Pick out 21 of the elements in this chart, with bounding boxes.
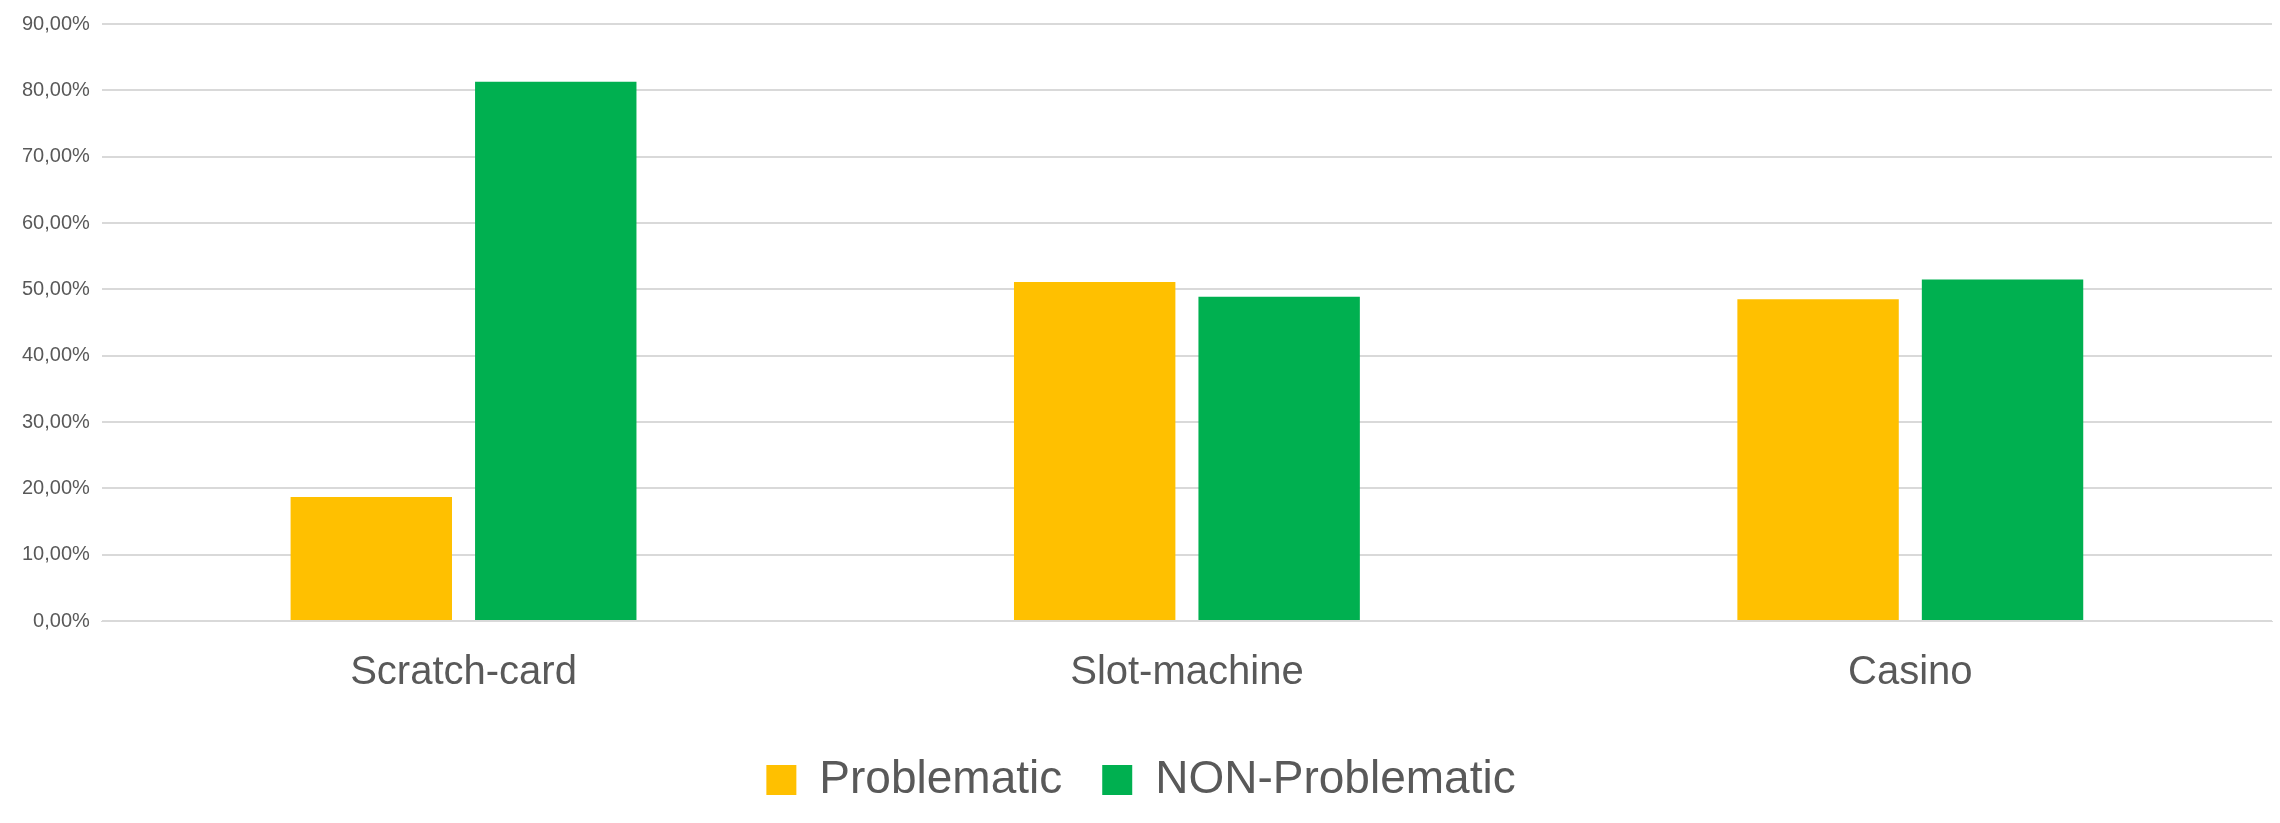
y-tick-label: 70,00% [21, 144, 91, 167]
y-tick-label: 90,00% [21, 11, 91, 34]
y-tick-label: 30,00% [21, 409, 91, 432]
y-tick-label: 50,00% [21, 276, 91, 299]
bar [475, 81, 637, 620]
bar [1013, 282, 1176, 620]
y-tick-label: 60,00% [21, 210, 91, 233]
x-tick-label: Casino [1848, 648, 1973, 693]
bar [1921, 279, 2084, 620]
y-tick-label: 10,00% [21, 542, 91, 565]
bar [1198, 296, 1360, 620]
legend-label: NON-Problematic [1155, 750, 1516, 803]
y-tick-label: 20,00% [21, 475, 91, 498]
y-tick-label: 0,00% [33, 608, 91, 631]
legend-label: Problematic [819, 750, 1063, 803]
x-tick-label: Scratch-card [350, 648, 577, 693]
y-tick-label: 40,00% [21, 343, 91, 366]
bar [1737, 299, 1899, 620]
x-tick-label: Slot-machine [1070, 648, 1304, 693]
bar [290, 496, 452, 620]
y-tick-label: 80,00% [21, 77, 91, 100]
